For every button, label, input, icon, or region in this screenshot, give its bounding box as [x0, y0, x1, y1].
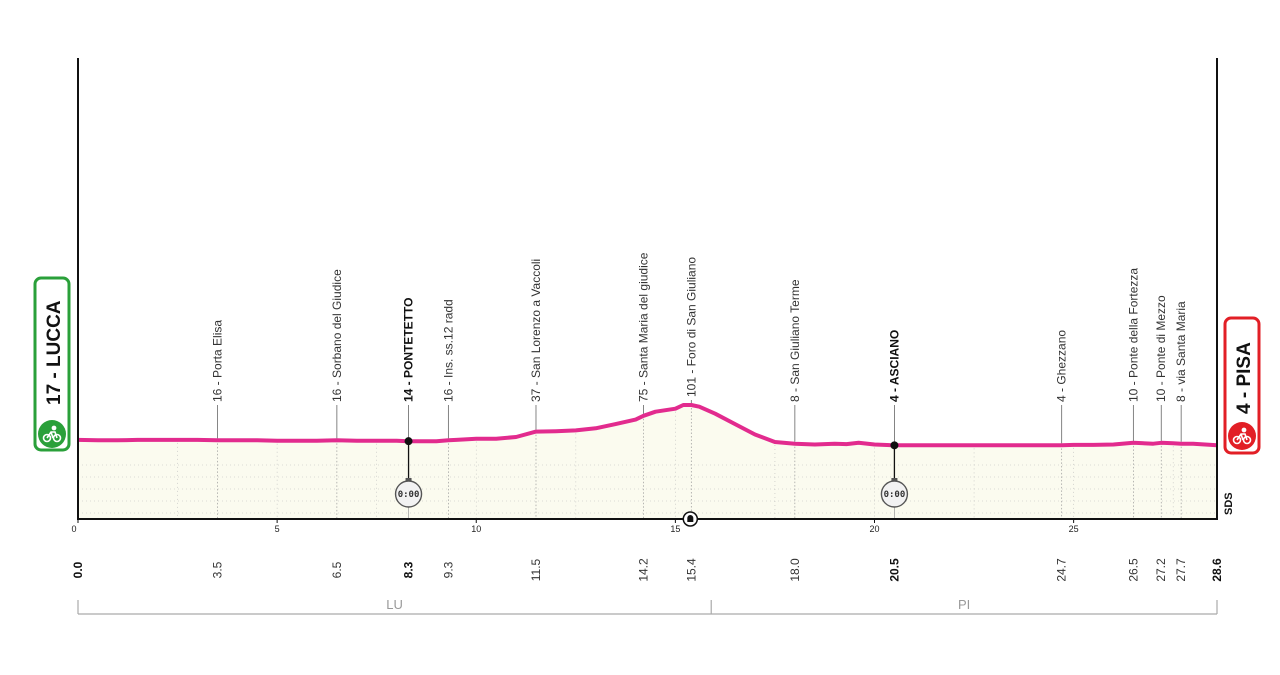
waypoint-label: 10 - Ponte di Mezzo — [1154, 295, 1168, 402]
waypoint-label: 4 - Ghezzano — [1055, 330, 1069, 402]
waypoint-km: 3.5 — [210, 561, 224, 578]
waypoint-label: 16 - Sorbano del Giudice — [330, 269, 344, 402]
waypoint-km: 11.5 — [529, 558, 543, 581]
time-label: 0:00 — [884, 490, 906, 500]
waypoint-km: 24.7 — [1055, 558, 1069, 582]
tunnel-icon — [682, 511, 699, 527]
waypoint-km: 20.5 — [887, 558, 901, 582]
waypoint-km: 6.5 — [330, 561, 344, 578]
waypoint-labels: 16 - Porta Elisa 16 - Sorbano del Giudice… — [210, 252, 1188, 444]
waypoint-label: 8 - San Giuliano Terme — [788, 279, 802, 402]
waypoint-label: 16 - Porta Elisa — [210, 320, 224, 402]
vertical-gridlines — [177, 411, 1174, 519]
x-tick-label: 25 — [1069, 524, 1079, 534]
start-label: 17 - LUCCA — [44, 300, 65, 405]
start-badge: 17 - LUCCA — [33, 276, 71, 452]
x-axis-ticks: 0 5 10 15 20 25 — [71, 519, 1079, 534]
endpoint-km: 28.6 — [1210, 558, 1224, 582]
time-dot — [404, 437, 413, 446]
stopwatch-icon — [394, 480, 423, 508]
intermediate-time-markers: 0:00 0:00 — [394, 437, 909, 508]
waypoint-km: 8.3 — [402, 561, 416, 578]
waypoint-label: 4 - ASCIANO — [887, 330, 901, 402]
waypoint-km: 26.5 — [1126, 558, 1140, 582]
time-dot — [890, 441, 899, 450]
x-tick-label: 10 — [471, 524, 481, 534]
finish-label: 4 - PISA — [1234, 342, 1255, 414]
km-labels: 3.5 6.5 8.3 9.3 11.5 14.2 15.4 18.0 20.5 24.7 26.5… — [71, 558, 1224, 582]
waypoint-label: 14 - PONTETETTO — [402, 298, 416, 402]
waypoint-label: 101 - Foro di San Giuliano — [684, 257, 698, 397]
waypoint-label: 10 - Ponte della Fortezza — [1126, 268, 1140, 402]
x-tick-label: 20 — [869, 524, 879, 534]
x-tick-label: 5 — [275, 524, 280, 534]
waypoint-label: 37 - San Lorenzo a Vaccoli — [529, 259, 543, 402]
time-label: 0:00 — [398, 490, 420, 500]
waypoint-km: 15.4 — [684, 558, 698, 582]
x-tick-label: 0 — [71, 524, 76, 534]
endpoint-km: 0.0 — [71, 561, 85, 578]
province-label: PI — [958, 597, 970, 612]
waypoint-km: 14.2 — [637, 558, 651, 582]
waypoint-label: 16 - Ins. ss.12 radd — [441, 299, 455, 402]
waypoint-km: 27.2 — [1154, 558, 1168, 582]
finish-badge: 4 - PISA — [1223, 316, 1261, 455]
logo-text: SDS — [1223, 492, 1235, 515]
stopwatch-icon — [880, 480, 909, 508]
stopwatch-crown — [891, 478, 898, 482]
stopwatch-crown — [405, 478, 412, 482]
waypoint-km: 18.0 — [788, 558, 802, 582]
elevation-area — [78, 405, 1217, 519]
x-tick-label: 15 — [670, 524, 680, 534]
elevation-line — [77, 403, 1218, 448]
waypoint-label: 75 - Santa Maria del giudice — [637, 252, 651, 402]
waypoint-label: 8 - via Santa Maria — [1174, 301, 1188, 402]
waypoint-km: 27.7 — [1174, 558, 1188, 582]
waypoint-km: 9.3 — [441, 561, 455, 578]
province-label: LU — [386, 597, 403, 612]
province-bar: LU PI — [77, 597, 1218, 615]
